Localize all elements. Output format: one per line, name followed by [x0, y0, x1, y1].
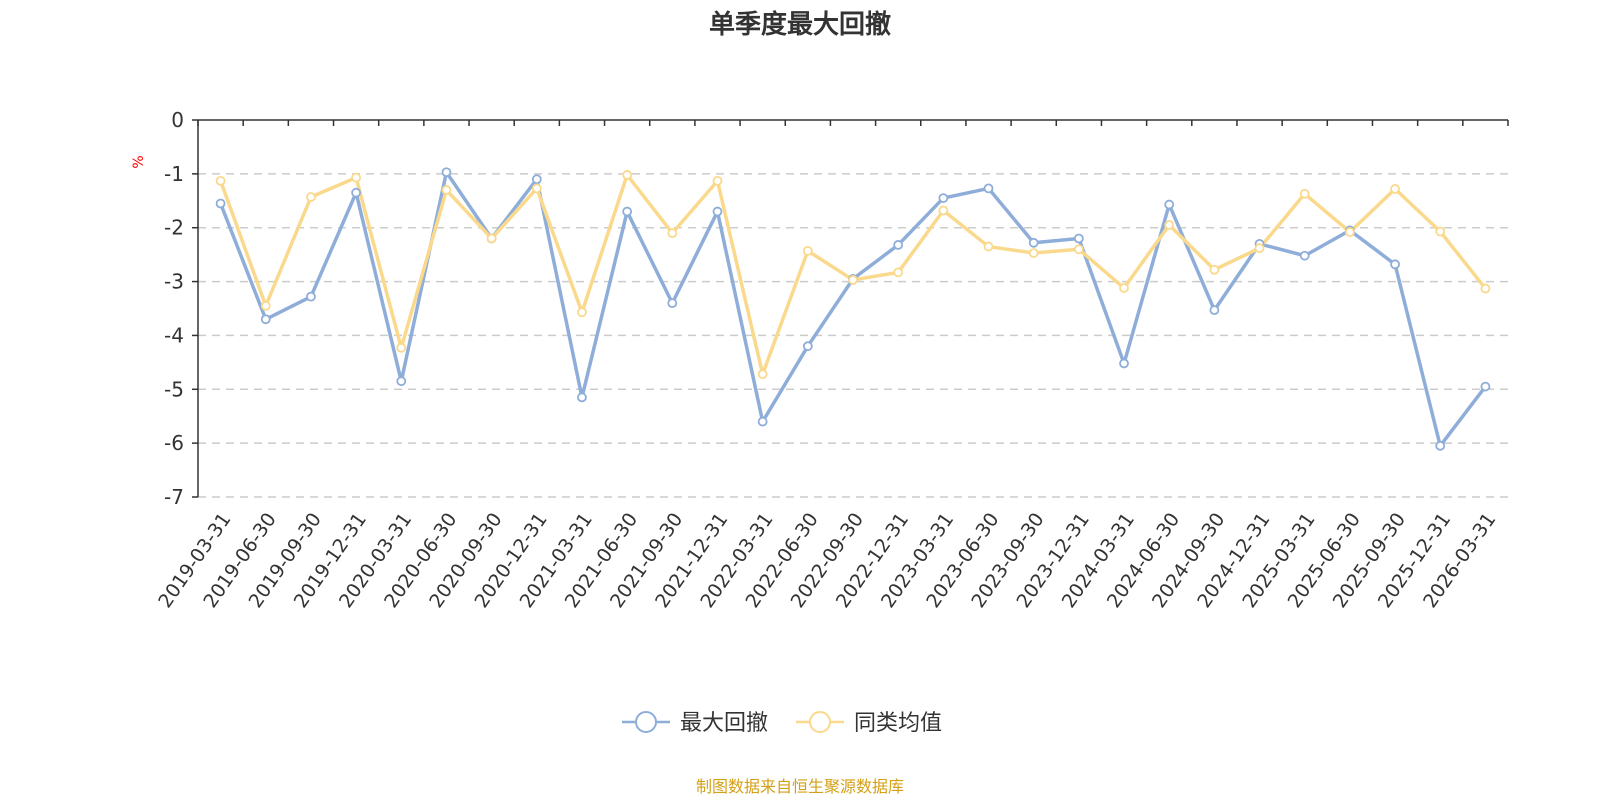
data-point[interactable]	[1073, 244, 1084, 255]
data-point[interactable]	[667, 298, 678, 309]
data-point[interactable]	[351, 172, 362, 183]
data-point[interactable]	[486, 233, 497, 244]
y-tick-label: -7	[164, 485, 184, 509]
data-point[interactable]	[396, 342, 407, 353]
data-point[interactable]	[1209, 264, 1220, 275]
data-point[interactable]	[1028, 237, 1039, 248]
data-point[interactable]	[1164, 199, 1175, 210]
data-point[interactable]	[757, 416, 768, 427]
series-lines	[215, 167, 1491, 451]
y-tick-label: -6	[164, 431, 184, 455]
data-point[interactable]	[577, 392, 587, 403]
data-point[interactable]	[1164, 220, 1175, 230]
data-point[interactable]	[938, 205, 949, 216]
data-point[interactable]	[1435, 440, 1446, 451]
series-line	[218, 170, 1487, 448]
data-point[interactable]	[306, 291, 316, 302]
y-tick-label: -1	[164, 162, 184, 186]
y-tick-label: -3	[164, 270, 184, 294]
data-point[interactable]	[441, 167, 452, 178]
legend-item[interactable]: 同类均值	[796, 711, 942, 736]
data-point[interactable]	[802, 341, 813, 352]
data-point[interactable]	[1480, 381, 1491, 392]
data-point[interactable]	[351, 187, 362, 198]
data-point[interactable]	[893, 240, 904, 250]
data-point[interactable]	[622, 206, 633, 217]
grid-lines	[198, 173, 1508, 498]
legend-label: 最大回撤	[680, 711, 768, 736]
axes	[192, 119, 1509, 498]
data-point[interactable]	[215, 175, 226, 186]
legend-item[interactable]: 最大回撤	[622, 711, 768, 736]
data-point[interactable]	[1299, 188, 1310, 199]
data-point[interactable]	[712, 175, 723, 186]
data-point[interactable]	[577, 307, 587, 318]
data-point[interactable]	[260, 314, 271, 325]
data-point[interactable]	[1344, 227, 1355, 237]
data-point[interactable]	[848, 275, 858, 285]
data-point[interactable]	[1073, 233, 1084, 244]
legend-marker-icon	[809, 711, 831, 733]
data-point[interactable]	[1028, 248, 1039, 258]
data-point[interactable]	[802, 245, 813, 256]
data-point[interactable]	[531, 183, 542, 194]
data-point[interactable]	[441, 185, 452, 195]
data-point[interactable]	[1119, 283, 1129, 293]
x-tick-labels: 2019-03-312019-06-302019-09-302019-12-31…	[154, 509, 1500, 612]
y-tick-label: -4	[164, 323, 184, 347]
data-point[interactable]	[667, 228, 678, 239]
y-tick-label: -2	[164, 216, 184, 240]
data-point[interactable]	[1480, 283, 1491, 294]
data-point[interactable]	[1390, 184, 1400, 194]
data-point[interactable]	[1435, 226, 1446, 237]
data-point[interactable]	[983, 241, 994, 252]
legend[interactable]: 最大回撤 同类均值	[622, 711, 942, 736]
data-point[interactable]	[1254, 243, 1265, 254]
data-point[interactable]	[893, 267, 904, 278]
data-point[interactable]	[396, 376, 407, 387]
y-axis-unit: %	[131, 155, 147, 168]
source-note: 制图数据来自恒生聚源数据库	[696, 777, 904, 796]
y-tick-label: -5	[164, 377, 184, 401]
legend-label: 同类均值	[854, 711, 942, 736]
data-point[interactable]	[622, 170, 633, 180]
data-point[interactable]	[260, 300, 271, 311]
data-point[interactable]	[215, 198, 226, 209]
data-point[interactable]	[1390, 259, 1400, 270]
data-point[interactable]	[938, 193, 949, 203]
data-point[interactable]	[1299, 250, 1310, 261]
data-point[interactable]	[1119, 358, 1129, 369]
data-point[interactable]	[983, 183, 994, 194]
data-point[interactable]	[531, 174, 542, 185]
chart-title: 单季度最大回撤	[709, 9, 891, 40]
data-point[interactable]	[1209, 305, 1220, 316]
data-point[interactable]	[757, 369, 768, 380]
data-point[interactable]	[712, 206, 723, 217]
y-tick-labels: 0 -1 -2 -3 -4 -5 -6 -7	[164, 108, 184, 509]
data-point[interactable]	[306, 192, 316, 202]
y-tick-label: 0	[171, 108, 184, 132]
legend-marker-icon	[635, 711, 657, 733]
